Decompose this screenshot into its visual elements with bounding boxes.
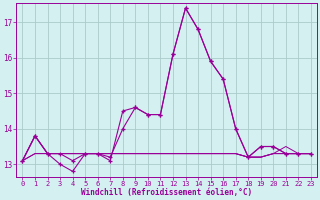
X-axis label: Windchill (Refroidissement éolien,°C): Windchill (Refroidissement éolien,°C)	[81, 188, 252, 197]
